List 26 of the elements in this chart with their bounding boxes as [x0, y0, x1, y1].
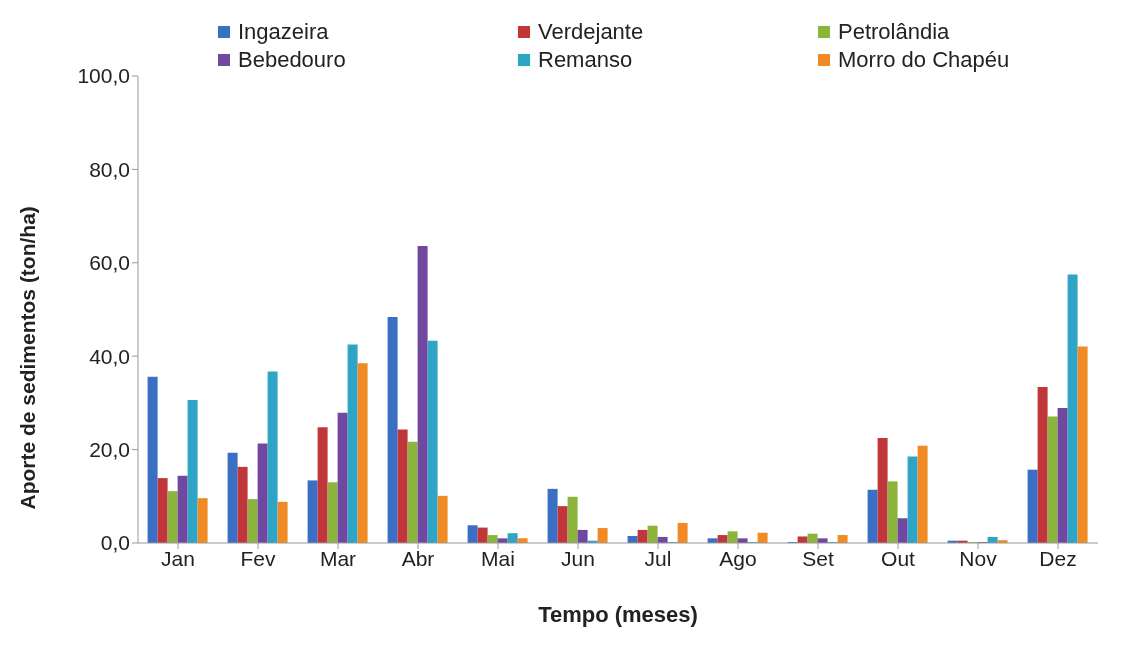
x-tick-label: Jun: [561, 546, 595, 570]
legend-label: Bebedouro: [238, 47, 346, 73]
legend-label: Verdejante: [538, 19, 644, 45]
x-tick-label: Set: [802, 546, 834, 570]
x-tick-label: Ago: [719, 546, 757, 570]
y-tick-label: 60,0: [89, 251, 130, 275]
y-tick-label: 0,0: [100, 531, 130, 555]
legend-label: Petrolândia: [838, 19, 950, 45]
x-tick-label: Out: [881, 546, 916, 570]
legend-label: Remanso: [538, 47, 633, 73]
y-axis-title: Aporte de sedimentos (ton/ha): [16, 206, 40, 510]
x-tick-label: Fev: [240, 546, 276, 570]
x-tick-label: Nov: [959, 546, 998, 570]
legend-label: Ingazeira: [238, 19, 329, 45]
x-tick-label: Dez: [1039, 546, 1077, 570]
x-axis-title: Tempo (meses): [538, 602, 698, 627]
legend-label: Morro do Chapéu: [838, 47, 1010, 73]
x-tick-label: Mai: [481, 546, 515, 570]
y-tick-label: 40,0: [89, 344, 130, 368]
y-tick-label: 20,0: [89, 438, 130, 462]
x-tick-label: Jan: [161, 546, 195, 570]
x-tick-label: Abr: [401, 546, 435, 570]
y-tick-label: 80,0: [89, 157, 130, 181]
x-tick-label: Mar: [319, 546, 357, 570]
x-tick-label: Jul: [644, 546, 672, 570]
y-tick-label: 100,0: [77, 64, 130, 88]
